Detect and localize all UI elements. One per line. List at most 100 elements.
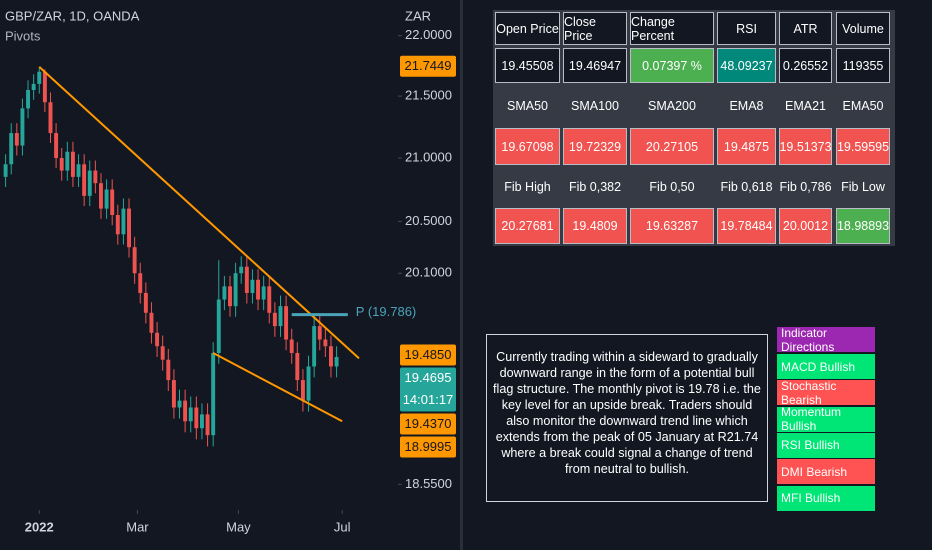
candle-body xyxy=(244,266,249,293)
y-tick-label: 22.0000 xyxy=(405,27,452,42)
table-cell: 19.72329 xyxy=(563,128,627,165)
candle-body xyxy=(20,108,25,146)
commentary: Currently trading within a sideward to g… xyxy=(486,334,768,502)
table-cell: EMA21 xyxy=(785,98,826,113)
candle-body xyxy=(233,273,238,307)
candle-body xyxy=(295,352,300,381)
candle-body xyxy=(9,133,14,165)
candle-body xyxy=(70,151,75,177)
table-cell: Fib High xyxy=(504,179,551,194)
candle-body xyxy=(194,407,199,429)
table-cell: 19.78484 xyxy=(717,208,776,244)
candle-body xyxy=(149,312,154,333)
table-cell: Volume xyxy=(836,12,890,45)
price-label-box xyxy=(400,413,456,435)
table-cell: 19.4875 xyxy=(717,128,776,165)
price-label-box xyxy=(400,436,456,458)
candle-body xyxy=(155,332,160,347)
indicator-item: RSI Bullish xyxy=(777,432,875,458)
y-tick-label: 20.5000 xyxy=(405,213,452,228)
candle-body xyxy=(166,359,171,381)
candle-body xyxy=(14,133,19,146)
countdown-label: 14:01:17 xyxy=(403,392,454,407)
price-label-box xyxy=(400,55,456,77)
candle-body xyxy=(188,407,193,422)
candle-body xyxy=(256,279,261,300)
y-tick-label: 21.0000 xyxy=(405,149,452,164)
candle-body xyxy=(261,286,266,300)
table-cell: 19.59595 xyxy=(836,128,890,165)
price-chart: GBP/ZAR, 1D, OANDA Pivots ZAR 22.0000 21.… xyxy=(3,8,456,534)
candle-body xyxy=(99,183,103,209)
price-label: 19.4850 xyxy=(405,347,452,362)
candle-body xyxy=(177,400,182,408)
candle-body xyxy=(87,170,92,196)
candle-body xyxy=(132,247,137,274)
x-tick-label: Mar xyxy=(126,519,149,534)
candle-body xyxy=(211,352,216,436)
panel-separator xyxy=(460,0,463,550)
candle-body xyxy=(31,83,36,90)
chart-title: GBP/ZAR, 1D, OANDA xyxy=(5,8,140,23)
candle-body xyxy=(267,286,272,313)
table-cell: 0.07397 % xyxy=(630,48,714,83)
candle-body xyxy=(222,286,227,300)
candle-body xyxy=(284,306,289,340)
table-cell: RSI xyxy=(717,12,776,45)
candle-body xyxy=(171,380,176,408)
table-cell: 19.4809 xyxy=(563,208,627,244)
candle-body xyxy=(312,326,317,367)
table-cell: Fib Low xyxy=(841,179,885,194)
table-cell: Close Price xyxy=(563,12,627,45)
table-cell: 19.46947 xyxy=(563,48,627,83)
candle-body xyxy=(160,346,165,360)
candle-body xyxy=(228,286,232,307)
price-label-box xyxy=(400,367,456,412)
table-cell: 19.67098 xyxy=(495,128,560,165)
table-cell: Fib 0,382 xyxy=(568,179,622,194)
pivot-label: P (19.786) xyxy=(356,304,416,319)
table-cell: 19.63287 xyxy=(630,208,714,244)
table-cell: ATR xyxy=(779,12,832,45)
table-cell: 19.45508 xyxy=(495,48,560,83)
candle-body xyxy=(199,414,204,429)
indicator-title: Indicator Directions xyxy=(777,326,875,354)
table-cell: 20.27681 xyxy=(495,208,560,244)
candle-body xyxy=(48,102,53,134)
candle-body xyxy=(54,133,59,159)
candle-body xyxy=(138,273,143,293)
candle-body xyxy=(76,164,81,177)
candle-body xyxy=(3,164,8,177)
candle-body xyxy=(250,279,255,293)
price-label: 18.9995 xyxy=(405,439,452,454)
candle-body xyxy=(306,366,311,401)
table-cell: 0.26552 xyxy=(779,48,832,83)
table-cell: 48.09237 xyxy=(717,48,776,83)
price-label: 21.7449 xyxy=(405,58,452,73)
y-axis-label: ZAR xyxy=(405,8,431,23)
candle-body xyxy=(121,208,126,235)
candle-body xyxy=(272,312,277,327)
table-cell: Open Price xyxy=(495,12,560,45)
x-tick-label: Jul xyxy=(334,519,351,534)
candle-body xyxy=(93,170,98,184)
table-cell: 18.98893 xyxy=(836,208,890,244)
candle-body xyxy=(216,299,221,353)
table-cell: SMA100 xyxy=(571,98,619,113)
candle-body xyxy=(26,89,31,109)
table-cell: 19.51373 xyxy=(779,128,832,165)
candle-body xyxy=(37,71,42,84)
y-tick-label: 20.1000 xyxy=(405,265,452,280)
table-cell: EMA8 xyxy=(729,98,764,113)
x-tick-label: May xyxy=(226,519,251,534)
table-cell: 20.0012 xyxy=(779,208,832,244)
table-cell: EMA50 xyxy=(842,98,884,113)
trendline xyxy=(212,352,343,423)
price-label: 19.4695 xyxy=(405,370,452,385)
candle-body xyxy=(42,71,47,103)
table-cell: SMA50 xyxy=(507,98,548,113)
candle-body xyxy=(59,158,64,171)
trendline xyxy=(38,66,360,360)
price-label: 19.4370 xyxy=(405,416,452,431)
